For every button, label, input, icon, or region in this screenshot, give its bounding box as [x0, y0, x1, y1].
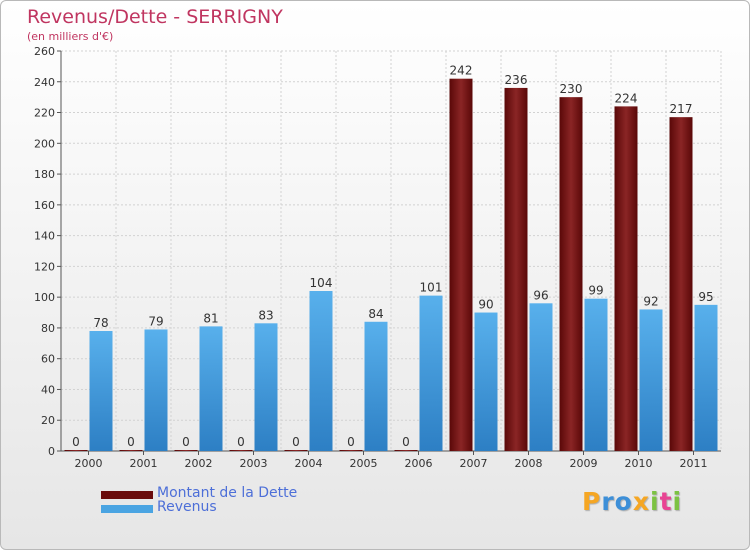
proxiti-logo: Proxiti — [582, 487, 682, 516]
bar-dette — [339, 450, 363, 451]
data-label: 95 — [698, 290, 713, 304]
bar-dette — [64, 450, 88, 451]
bar-revenus — [309, 291, 333, 451]
data-label: 0 — [72, 435, 80, 449]
y-tick-label: 60 — [41, 353, 55, 366]
logo-letter: P — [582, 487, 602, 516]
bar-dette — [284, 450, 308, 451]
chart-title: Revenus/Dette - SERRIGNY — [27, 6, 283, 28]
x-tick-label: 2009 — [570, 457, 598, 470]
bar-dette — [614, 106, 638, 451]
bar-dette — [119, 450, 143, 451]
y-tick-label: 140 — [34, 230, 55, 243]
data-label: 0 — [347, 435, 355, 449]
chart-subtitle: (en milliers d'€) — [27, 30, 114, 43]
data-label: 84 — [368, 307, 383, 321]
data-label: 90 — [478, 298, 493, 312]
logo-letter: t — [659, 487, 673, 516]
x-tick-label: 2008 — [515, 457, 543, 470]
data-label: 83 — [258, 308, 273, 322]
x-tick-label: 2004 — [295, 457, 323, 470]
bar-revenus — [584, 298, 608, 451]
x-tick-label: 2006 — [405, 457, 433, 470]
logo-letter: x — [632, 487, 650, 516]
x-tick-label: 2011 — [680, 457, 708, 470]
bar-revenus — [694, 304, 718, 451]
bar-dette — [174, 450, 198, 451]
y-tick-label: 160 — [34, 199, 55, 212]
data-label: 92 — [643, 294, 658, 308]
data-label: 96 — [533, 288, 548, 302]
data-label: 79 — [148, 314, 163, 328]
bar-revenus — [89, 331, 113, 451]
data-label: 101 — [420, 281, 443, 295]
bar-revenus — [529, 303, 553, 451]
data-label: 99 — [588, 284, 603, 298]
bar-revenus — [419, 295, 443, 451]
legend-swatch-dette — [101, 491, 153, 499]
y-tick-label: 200 — [34, 137, 55, 150]
bar-revenus — [639, 309, 663, 451]
bar-dette — [504, 87, 528, 451]
y-tick-label: 0 — [48, 445, 55, 458]
data-label: 78 — [93, 316, 108, 330]
bar-dette — [449, 78, 473, 451]
data-label: 236 — [505, 73, 528, 87]
data-label: 217 — [670, 102, 693, 116]
x-tick-label: 2010 — [625, 457, 653, 470]
legend-label-dette: Montant de la Dette — [157, 485, 298, 501]
y-tick-label: 180 — [34, 168, 55, 181]
grid-lines — [60, 50, 722, 452]
y-tick-label: 120 — [34, 260, 55, 273]
x-tick-label: 2002 — [185, 457, 213, 470]
x-tick-label: 2001 — [130, 457, 158, 470]
bar-dette — [669, 117, 693, 452]
bar-revenus — [474, 312, 498, 451]
legend-label-revenus: Revenus — [157, 499, 217, 515]
data-label: 224 — [615, 91, 638, 105]
bar-dette — [394, 450, 418, 451]
y-tick-label: 240 — [34, 76, 55, 89]
data-label: 0 — [402, 435, 410, 449]
data-label: 230 — [560, 82, 583, 96]
logo-letter: o — [614, 487, 633, 516]
data-label: 0 — [237, 435, 245, 449]
bar-revenus — [144, 329, 168, 451]
bars — [64, 78, 718, 452]
x-tick-label: 2005 — [350, 457, 378, 470]
bar-dette — [559, 97, 583, 452]
data-label: 242 — [450, 64, 473, 78]
logo-letter: i — [672, 487, 683, 516]
y-tick-label: 220 — [34, 107, 55, 120]
x-tick-label: 2000 — [75, 457, 103, 470]
y-tick-label: 40 — [41, 383, 55, 396]
bar-dette — [229, 450, 253, 451]
x-tick-label: 2007 — [460, 457, 488, 470]
bar-revenus — [364, 321, 388, 451]
data-label: 0 — [292, 435, 300, 449]
y-tick-label: 20 — [41, 414, 55, 427]
legend-swatch-revenus — [101, 505, 153, 513]
axes: 0 20 40 60 80 100 120 140 160 180 200 220 240 260 2000… — [34, 45, 721, 470]
bar-revenus — [254, 323, 278, 451]
data-label: 0 — [182, 435, 190, 449]
logo-letter: i — [650, 487, 660, 516]
data-label: 0 — [127, 435, 135, 449]
y-tick-label: 260 — [34, 45, 55, 58]
y-tick-label: 100 — [34, 291, 55, 304]
data-label: 104 — [310, 276, 333, 290]
logo-letter: r — [601, 487, 615, 516]
y-tick-label: 80 — [41, 322, 55, 335]
bar-revenus — [199, 326, 223, 451]
data-label: 81 — [203, 311, 218, 325]
x-tick-label: 2003 — [240, 457, 268, 470]
data-labels: 0 0 0 0 0 0 0 242 236 230 224 217 78 79 81 83 104 84 101 90… — [72, 64, 713, 449]
